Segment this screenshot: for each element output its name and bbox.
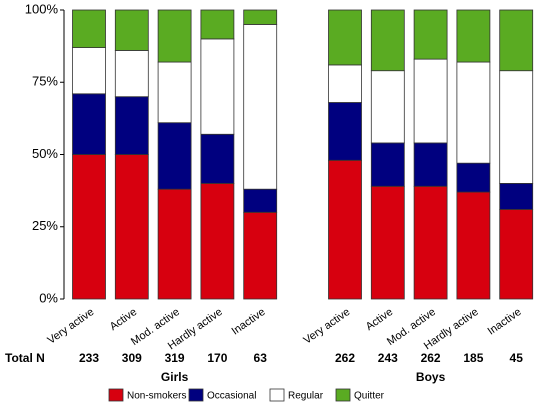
legend-label: Occasional bbox=[207, 391, 256, 402]
bar-segment bbox=[499, 209, 534, 300]
bar-segment bbox=[328, 9, 362, 66]
bar-segment bbox=[157, 9, 192, 63]
total-n: 45 bbox=[510, 351, 524, 365]
bar-segment bbox=[413, 9, 448, 60]
bar-segment bbox=[114, 154, 149, 300]
bar-segment bbox=[499, 9, 534, 72]
legend-swatch bbox=[269, 388, 285, 402]
y-tick-label: 75% bbox=[32, 74, 58, 89]
total-n: 63 bbox=[254, 351, 268, 365]
bar-segment bbox=[243, 24, 278, 190]
bar-segment bbox=[200, 9, 235, 40]
total-n: 185 bbox=[463, 351, 483, 365]
bar-segment bbox=[200, 182, 235, 300]
x-tick-label: Active bbox=[364, 306, 395, 333]
bar-segment bbox=[370, 70, 405, 144]
total-n: 243 bbox=[378, 351, 398, 365]
bar-segment bbox=[243, 211, 278, 300]
legend-label: Quitter bbox=[354, 391, 385, 402]
bar-segment bbox=[328, 64, 362, 103]
bar-segment bbox=[370, 9, 405, 72]
group-label: Girls bbox=[161, 370, 189, 384]
bar-segment bbox=[157, 122, 192, 190]
x-tick-label: Active bbox=[108, 306, 139, 333]
bar-segment bbox=[72, 93, 106, 155]
bar-segment bbox=[72, 47, 106, 95]
total-n: 262 bbox=[335, 351, 355, 365]
bar-segment bbox=[114, 50, 149, 98]
bar-segment bbox=[157, 188, 192, 300]
bar-segment bbox=[114, 96, 149, 155]
group-label: Boys bbox=[416, 370, 446, 384]
legend-label: Non-smokers bbox=[127, 391, 186, 402]
bar-segment bbox=[243, 188, 278, 213]
x-tick-label: Inactive bbox=[230, 306, 268, 338]
bar-segment bbox=[200, 38, 235, 135]
bar-segment bbox=[456, 162, 491, 193]
legend-swatch bbox=[108, 388, 124, 402]
bar-segment bbox=[328, 102, 362, 161]
bar-segment bbox=[370, 142, 405, 187]
total-n: 319 bbox=[165, 351, 185, 365]
bar-segment bbox=[413, 58, 448, 144]
total-n: 262 bbox=[421, 351, 441, 365]
bar-segment bbox=[499, 70, 534, 184]
legend-label: Regular bbox=[288, 391, 324, 402]
bar-segment bbox=[456, 61, 491, 164]
bar-segment bbox=[114, 9, 149, 51]
bar-segment bbox=[370, 185, 405, 300]
bar-segment bbox=[413, 185, 448, 300]
y-tick-label: 25% bbox=[32, 218, 58, 233]
bar-segment bbox=[413, 142, 448, 187]
bar-segment bbox=[456, 191, 491, 300]
bar-segment bbox=[200, 133, 235, 184]
totals-label: Total N bbox=[5, 351, 45, 365]
bar-segment bbox=[243, 9, 278, 25]
legend-swatch bbox=[188, 388, 204, 402]
bar-segment bbox=[456, 9, 491, 63]
y-tick-label: 0% bbox=[39, 290, 58, 305]
y-tick-label: 50% bbox=[32, 146, 58, 161]
total-n: 309 bbox=[122, 351, 142, 365]
y-tick-label: 100% bbox=[25, 1, 59, 16]
total-n: 233 bbox=[79, 351, 99, 365]
x-tick-label: Very active bbox=[45, 306, 96, 347]
bar-segment bbox=[72, 154, 106, 300]
total-n: 170 bbox=[207, 351, 227, 365]
x-tick-label: Very active bbox=[301, 306, 352, 347]
bar-segment bbox=[328, 159, 362, 300]
bar-segment bbox=[499, 182, 534, 210]
bar-segment bbox=[72, 9, 106, 48]
legend-swatch bbox=[335, 388, 351, 402]
x-tick-label: Inactive bbox=[486, 306, 524, 338]
bar-segment bbox=[157, 61, 192, 124]
